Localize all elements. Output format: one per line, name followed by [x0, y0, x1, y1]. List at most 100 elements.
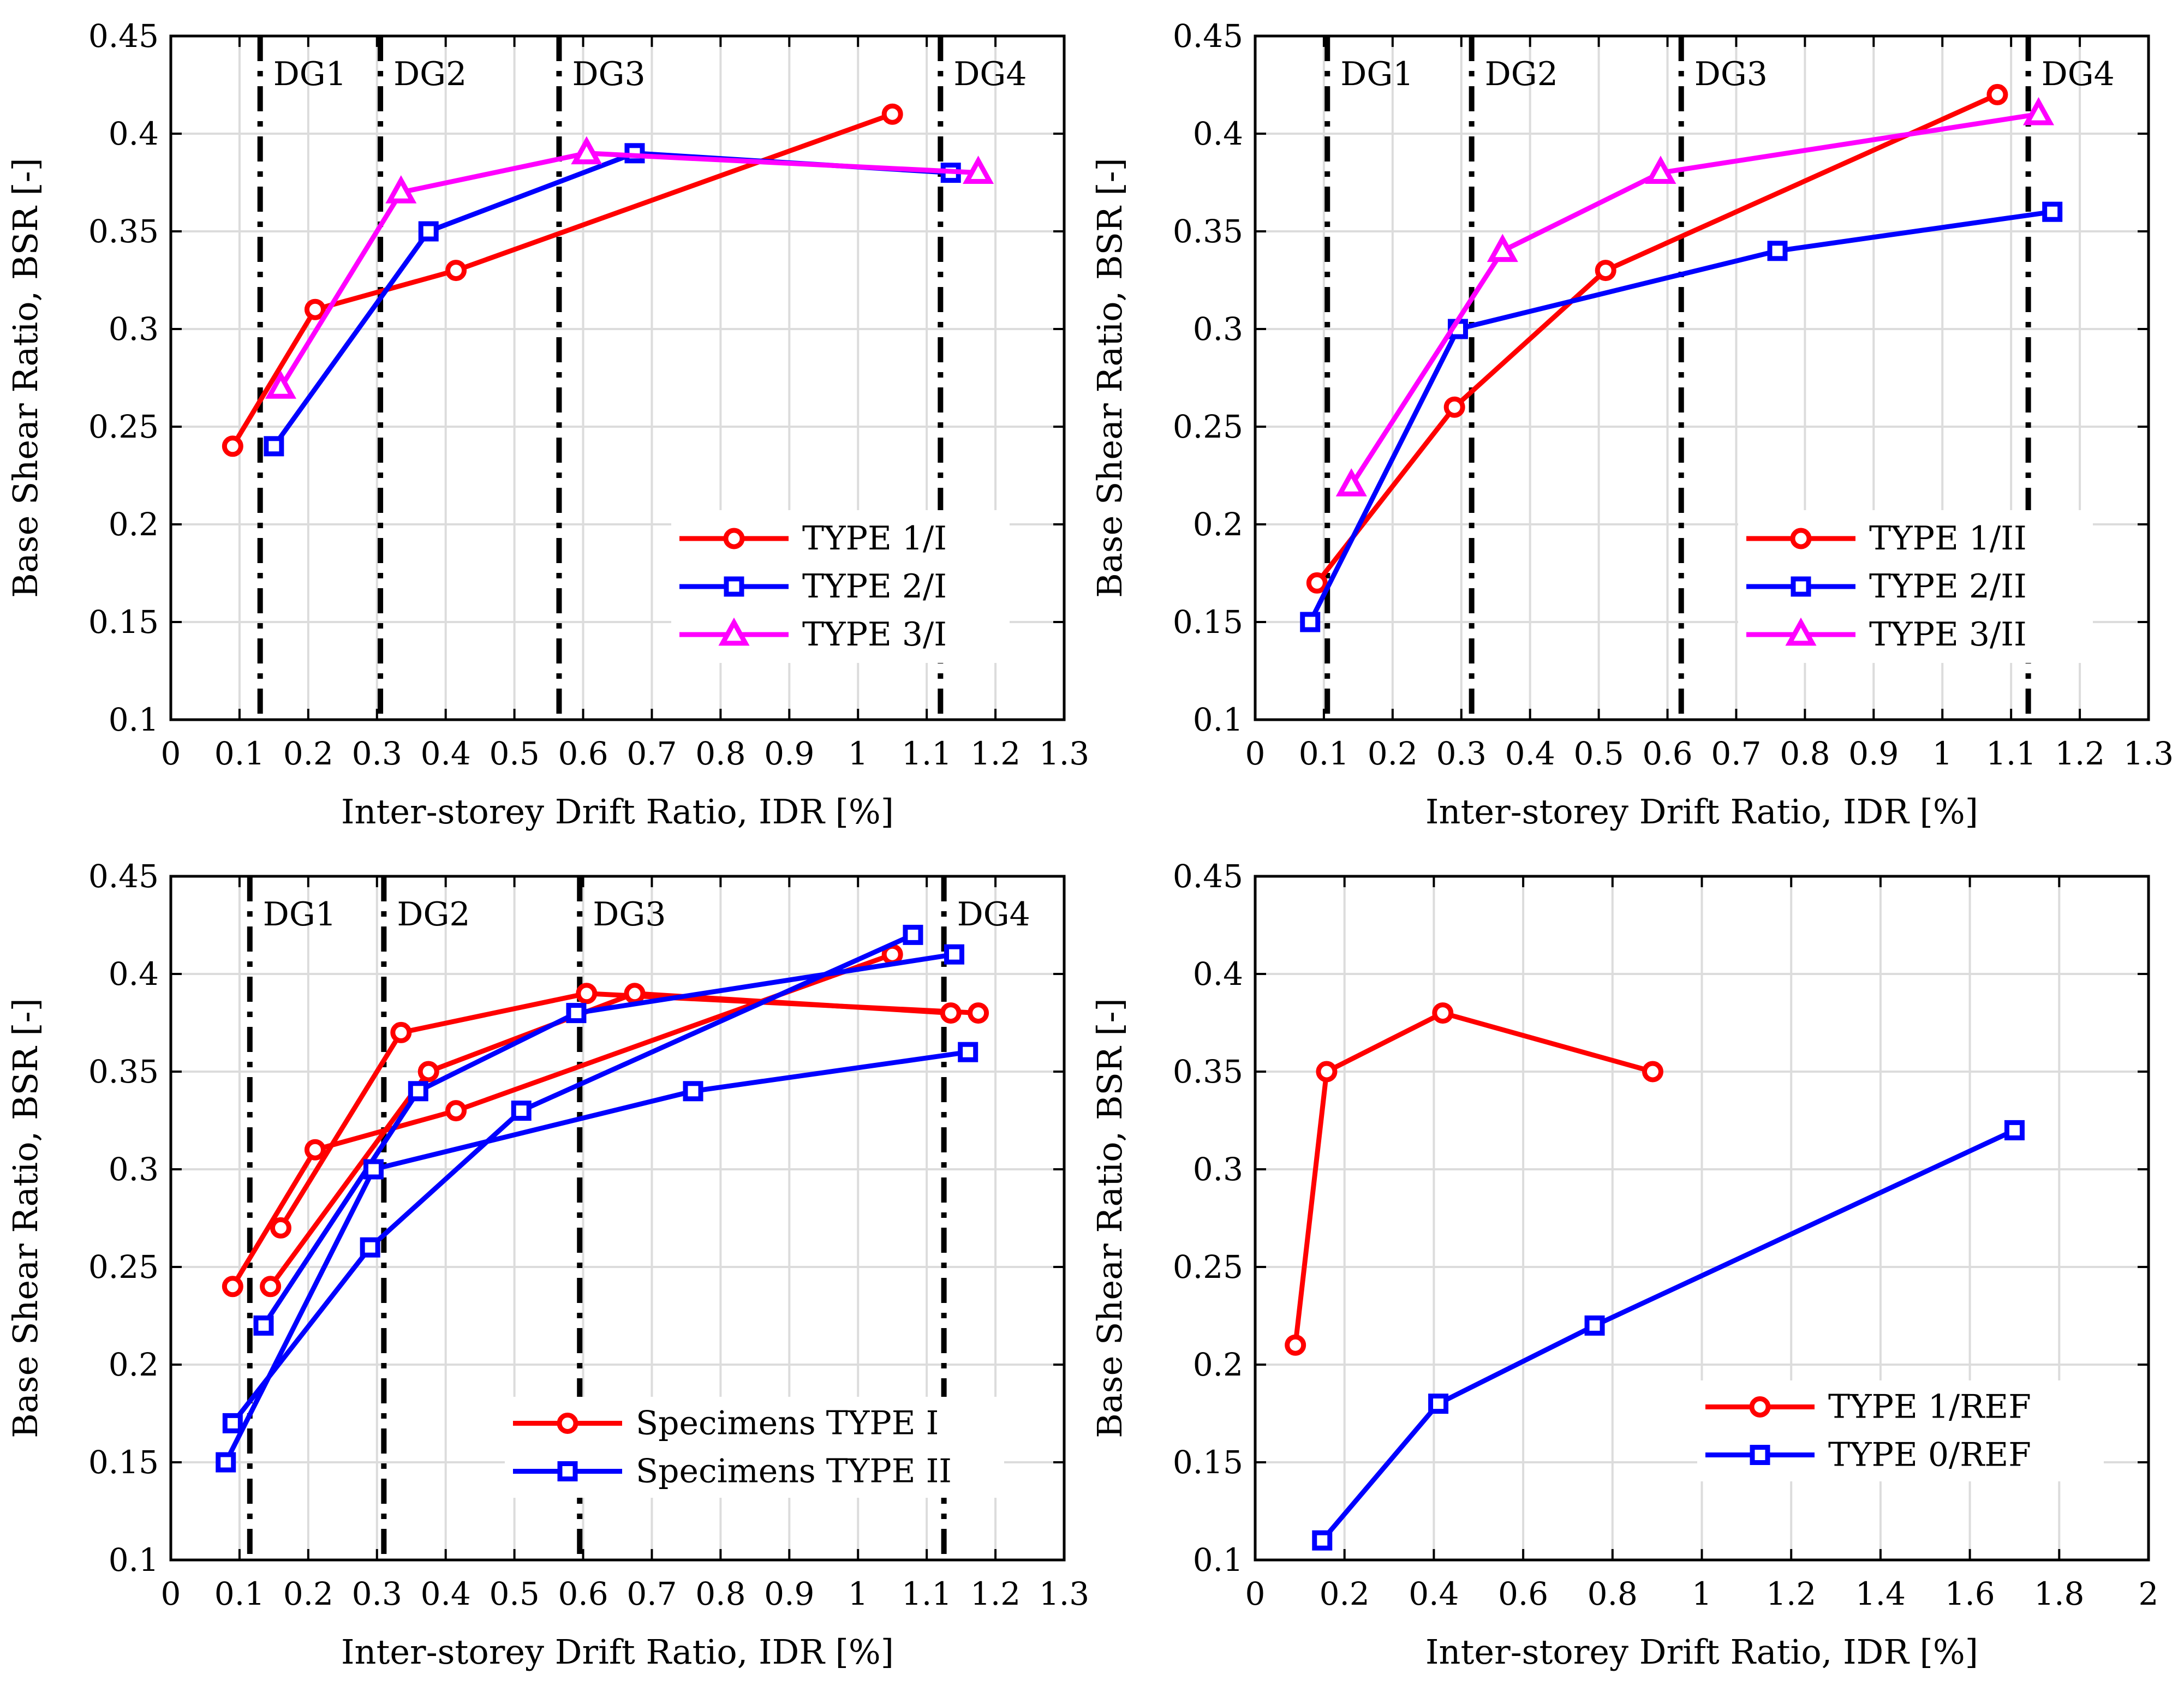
x-tick-label: 0.6 — [558, 1575, 608, 1612]
y-axis-label: Base Shear Ratio, BSR [-] — [5, 998, 45, 1438]
damage-grade-label-dg1: DG1 — [1340, 55, 1413, 93]
data-point-red — [1642, 1061, 1663, 1083]
legend-label: TYPE 2/I — [802, 567, 947, 606]
damage-grade-label-dg2: DG2 — [1485, 55, 1558, 93]
legend-label: Specimens TYPE I — [636, 1404, 939, 1443]
data-point-blue — [418, 221, 439, 242]
x-tick-label: 0.4 — [421, 1575, 471, 1612]
data-point-red — [624, 983, 646, 1005]
data-point-red — [968, 1002, 989, 1024]
legend-label: TYPE 2/II — [1869, 567, 2027, 606]
data-point-magenta — [963, 156, 994, 184]
x-tick-label: 0.4 — [1505, 735, 1555, 772]
data-point-blue — [360, 1237, 380, 1258]
legend-label: TYPE 1/REF — [1828, 1388, 2031, 1426]
data-point-magenta — [1487, 234, 1518, 262]
legend-marker-magenta — [1785, 617, 1817, 646]
data-point-red — [260, 1276, 282, 1298]
y-tick-label: 0.2 — [109, 1346, 159, 1383]
legend-label: TYPE 1/II — [1869, 519, 2027, 558]
chart-panel-bottom-right: 0 0.2 0.4 0.6 0.8 1 1.2 1.4 1.6 1.8 2 0.1 0.15 0.2 0.2… — [1090, 858, 2158, 1672]
x-tick-label: 0.1 — [214, 1575, 265, 1612]
x-tick-label: 1.2 — [1766, 1575, 1816, 1612]
legend-marker-blue — [1791, 576, 1811, 597]
data-point-red — [1595, 260, 1616, 282]
data-point-blue — [1428, 1394, 1449, 1414]
data-point-blue — [408, 1081, 428, 1102]
damage-grade-label-dg4: DG4 — [957, 895, 1030, 934]
x-tick-label: 0.6 — [558, 735, 608, 772]
series-line-blue-1 — [230, 932, 914, 1425]
plot-frame — [169, 875, 1066, 1562]
x-tick-label: 1.2 — [2055, 735, 2105, 772]
x-tick-label: 0.5 — [489, 735, 539, 772]
legend-marker-red — [723, 528, 745, 549]
x-tick-label: 0.2 — [283, 735, 333, 772]
x-tick-label: 0.9 — [1848, 735, 1899, 772]
x-tick-label: 1.3 — [1039, 1575, 1089, 1612]
damage-grade-label-dg3: DG3 — [572, 55, 645, 93]
x-tick-label: 1.2 — [970, 1575, 1021, 1612]
y-tick-label: 0.2 — [109, 506, 159, 543]
data-point-magenta — [265, 370, 297, 399]
x-tick-label: 0.6 — [1498, 1575, 1548, 1612]
y-tick-label: 0.2 — [1193, 1346, 1243, 1383]
data-point-blue — [2042, 201, 2063, 222]
y-tick-label: 0.45 — [1173, 17, 1243, 55]
y-tick-label: 0.3 — [109, 310, 159, 348]
data-point-magenta — [2022, 97, 2055, 125]
y-tick-label: 0.15 — [1173, 603, 1243, 641]
data-point-blue — [958, 1042, 978, 1062]
damage-grade-label-dg3: DG3 — [1694, 55, 1768, 93]
y-tick-label: 0.15 — [1173, 1444, 1243, 1481]
x-tick-label: 0.3 — [352, 1575, 402, 1612]
y-axis-label: Base Shear Ratio, BSR [-] — [1090, 998, 1130, 1438]
x-tick-label: 1 — [1932, 735, 1953, 772]
data-point-red — [940, 1002, 962, 1024]
legend-marker-blue — [557, 1461, 578, 1481]
legend-label: Specimens TYPE II — [636, 1452, 952, 1491]
data-point-blue — [216, 1452, 236, 1473]
legend-label: TYPE 0/REF — [1828, 1436, 2031, 1474]
legend-marker-magenta — [718, 617, 750, 646]
series-line-blue-2 — [223, 1049, 969, 1464]
legend: TYPE 1/REF TYPE 0/REF — [1697, 1380, 2104, 1481]
x-tick-label: 1.1 — [902, 1575, 952, 1612]
x-tick-label: 0.8 — [1780, 735, 1830, 772]
damage-grade-label-dg2: DG2 — [393, 55, 467, 93]
data-point-red — [576, 983, 598, 1005]
plot-frame — [1254, 34, 2150, 721]
x-tick-label: 1 — [1692, 1575, 1712, 1612]
x-tick-label: 1.4 — [1855, 1575, 1906, 1612]
series-line-red-1 — [1293, 1011, 1654, 1346]
x-tick-label: 1.2 — [970, 735, 1021, 772]
x-tick-label: 0.8 — [695, 735, 745, 772]
y-tick-label: 0.15 — [88, 603, 159, 641]
series-line-magenta-1 — [278, 151, 978, 389]
y-tick-label: 0.25 — [88, 408, 159, 445]
data-point-magenta — [1335, 468, 1367, 497]
series-line-blue-1 — [1308, 209, 2053, 624]
data-point-blue — [253, 1315, 274, 1336]
data-point-red — [445, 260, 467, 282]
data-point-blue — [903, 924, 923, 945]
y-tick-label: 0.3 — [1193, 310, 1243, 348]
y-tick-label: 0.35 — [88, 1053, 159, 1090]
x-tick-label: 0.8 — [695, 1575, 745, 1612]
y-tick-label: 0.4 — [1193, 115, 1243, 152]
y-tick-label: 0.4 — [109, 115, 159, 152]
damage-grade-label-dg4: DG4 — [2042, 55, 2115, 93]
data-point-blue — [1584, 1315, 1605, 1336]
data-point-red — [222, 435, 243, 457]
y-tick-label: 0.1 — [1193, 1541, 1243, 1579]
y-tick-label: 0.15 — [88, 1444, 159, 1481]
legend-label: TYPE 3/II — [1869, 615, 2027, 654]
y-tick-label: 0.35 — [1173, 1053, 1243, 1090]
x-tick-label: 1.8 — [2034, 1575, 2084, 1612]
x-tick-label: 0.1 — [214, 735, 265, 772]
x-tick-label: 0.2 — [1320, 1575, 1370, 1612]
y-tick-label: 0.1 — [109, 1541, 159, 1579]
y-tick-label: 0.45 — [1173, 858, 1243, 895]
damage-grade-label-dg1: DG1 — [273, 55, 347, 93]
